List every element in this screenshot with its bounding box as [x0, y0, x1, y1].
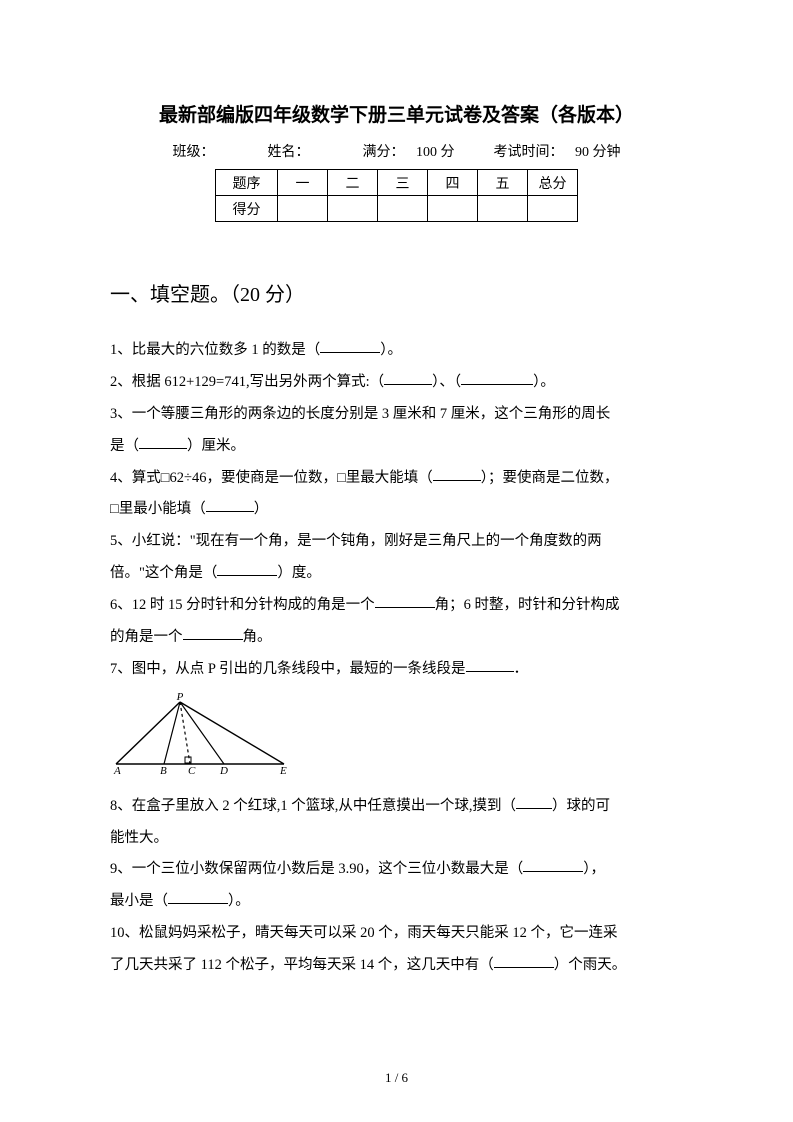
- q9-text-b: ），: [583, 861, 605, 877]
- question-8: 8、在盒子里放入 2 个红球,1 个篮球,从中任意摸出一个球,摸到（ ）球的可 能…: [110, 791, 683, 855]
- q9-text-c: 最小是（: [110, 893, 168, 909]
- question-5: 5、小红说："现在有一个角，是一个钝角，刚好是三角尺上的一个角度数的两 倍。"这…: [110, 526, 683, 590]
- q6-text-d: 角。: [243, 629, 272, 645]
- section-heading: 一、填空题。（20 分）: [110, 278, 683, 307]
- blank: [206, 498, 254, 513]
- score-cell: [278, 196, 328, 222]
- blank: [168, 890, 228, 905]
- blank: [320, 339, 380, 354]
- blank: [433, 466, 481, 481]
- class-label: 班级：: [173, 145, 215, 160]
- label-B: B: [160, 765, 167, 774]
- q2-text-b: ）、（: [432, 374, 461, 390]
- diagram-svg: P A B C D E: [110, 692, 290, 774]
- label-D: D: [219, 765, 228, 774]
- time-label: 考试时间：: [494, 145, 564, 160]
- label-P: P: [176, 692, 184, 703]
- q2-text-a: 2、根据 612+129=741,写出另外两个算式:（: [110, 374, 384, 390]
- page: 最新部编版四年级数学下册三单元试卷及答案（各版本） 班级： 姓名： 满分： 10…: [0, 0, 793, 1122]
- q1-text-b: ）。: [380, 342, 402, 358]
- q3-text-b: 是（: [110, 438, 139, 454]
- q10-text-a: 10、松鼠妈妈采松子，晴天每天可以采 20 个，雨天每天只能采 12 个，它一连…: [110, 925, 618, 941]
- q9-text-d: ）。: [228, 893, 250, 909]
- exam-info-line: 班级： 姓名： 满分： 100 分 考试时间： 90 分钟: [110, 141, 683, 161]
- fullscore-value: 100 分: [416, 145, 455, 160]
- q5-text-a: 5、小红说："现在有一个角，是一个钝角，刚好是三角尺上的一个角度数的两: [110, 533, 602, 549]
- q10-text-b: 了几天共采了 112 个松子，平均每天采 14 个，这几天中有（: [110, 957, 494, 973]
- col-5: 五: [478, 170, 528, 196]
- blank: [466, 657, 514, 672]
- score-cell: [428, 196, 478, 222]
- row-left: 得分: [216, 196, 278, 222]
- triangle-diagram: P A B C D E: [110, 692, 683, 787]
- score-table: 题序 一 二 三 四 五 总分 得分: [215, 169, 578, 222]
- blank: [139, 434, 187, 449]
- blank: [523, 858, 583, 873]
- name-label: 姓名：: [268, 145, 310, 160]
- score-cell: [328, 196, 378, 222]
- q8-text-a: 8、在盒子里放入 2 个红球,1 个篮球,从中任意摸出一个球,摸到（: [110, 798, 516, 814]
- question-1: 1、比最大的六位数多 1 的数是（ ）。: [110, 335, 683, 367]
- q9-text-a: 9、一个三位小数保留两位小数后是 3.90，这个三位小数最大是（: [110, 861, 523, 877]
- col-4: 四: [428, 170, 478, 196]
- table-row: 得分: [216, 196, 578, 222]
- q6-text-b: 角；6 时整，时针和分针构成: [435, 597, 620, 613]
- blank: [516, 794, 552, 809]
- q6-text-a: 6、12 时 15 分时针和分针构成的角是一个: [110, 597, 375, 613]
- blank: [384, 370, 432, 385]
- question-7: 7、图中，从点 P 引出的几条线段中，最短的一条线段是 ．: [110, 654, 683, 686]
- question-3: 3、一个等腰三角形的两条边的长度分别是 3 厘米和 7 厘米，这个三角形的周长 …: [110, 399, 683, 463]
- page-number: 1 / 6: [0, 1070, 793, 1086]
- blank: [183, 626, 243, 641]
- blank: [375, 594, 435, 609]
- blank: [461, 370, 533, 385]
- q8-text-c: 能性大。: [110, 830, 168, 846]
- q1-text-a: 1、比最大的六位数多 1 的数是（: [110, 342, 320, 358]
- score-cell: [378, 196, 428, 222]
- time-value: 90 分钟: [575, 145, 621, 160]
- question-9: 9、一个三位小数保留两位小数后是 3.90，这个三位小数最大是（ ）， 最小是（ ）…: [110, 854, 683, 918]
- table-row: 题序 一 二 三 四 五 总分: [216, 170, 578, 196]
- question-4: 4、算式□62÷46，要使商是一位数，□里最大能填（ ）；要使商是二位数， □里最…: [110, 463, 683, 527]
- q6-text-c: 的角是一个: [110, 629, 183, 645]
- q7-text-b: ．: [514, 661, 529, 677]
- q5-text-c: ）度。: [277, 565, 321, 581]
- label-C: C: [188, 765, 196, 774]
- q3-text-a: 3、一个等腰三角形的两条边的长度分别是 3 厘米和 7 厘米，这个三角形的周长: [110, 406, 610, 422]
- blank: [217, 562, 277, 577]
- score-cell: [478, 196, 528, 222]
- col-6: 总分: [528, 170, 578, 196]
- q10-text-c: ）个雨天。: [554, 957, 627, 973]
- q5-text-b: 倍。"这个角是（: [110, 565, 217, 581]
- col-2: 二: [328, 170, 378, 196]
- score-cell: [528, 196, 578, 222]
- q3-text-c: ）厘米。: [187, 438, 245, 454]
- fullscore-label: 满分：: [363, 145, 405, 160]
- label-A: A: [113, 765, 121, 774]
- questions-block: 1、比最大的六位数多 1 的数是（ ）。 2、根据 612+129=741,写出另…: [110, 335, 683, 982]
- blank: [494, 954, 554, 969]
- col-3: 三: [378, 170, 428, 196]
- q4-text-c: □里最小能填（: [110, 501, 206, 517]
- exam-title: 最新部编版四年级数学下册三单元试卷及答案（各版本）: [110, 100, 683, 127]
- question-2: 2、根据 612+129=741,写出另外两个算式:（ ）、（ ）。: [110, 367, 683, 399]
- header-left: 题序: [216, 170, 278, 196]
- question-10: 10、松鼠妈妈采松子，晴天每天可以采 20 个，雨天每天只能采 12 个，它一连…: [110, 918, 683, 982]
- q8-text-b: ）球的可: [552, 798, 610, 814]
- question-6: 6、12 时 15 分时针和分针构成的角是一个 角；6 时整，时针和分针构成 的角…: [110, 590, 683, 654]
- label-E: E: [279, 765, 287, 774]
- col-1: 一: [278, 170, 328, 196]
- q4-text-b: ）；要使商是二位数，: [481, 470, 619, 486]
- q4-text-d: ）: [254, 501, 269, 517]
- q2-text-c: ）。: [533, 374, 555, 390]
- q4-text-a: 4、算式□62÷46，要使商是一位数，□里最大能填（: [110, 470, 433, 486]
- q7-text-a: 7、图中，从点 P 引出的几条线段中，最短的一条线段是: [110, 661, 466, 677]
